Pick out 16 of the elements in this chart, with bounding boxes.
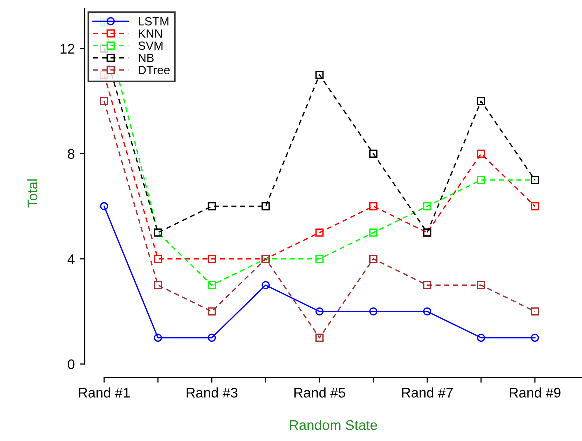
legend-label: NB: [139, 54, 154, 62]
legend-label: SVM: [138, 42, 163, 50]
y-tick-label: 4: [68, 254, 75, 264]
x-tick-label: Rand #3: [186, 388, 238, 398]
y-axis-title: Total: [27, 180, 38, 208]
legend-label: DTree: [139, 66, 170, 74]
legend-label: LSTM: [139, 17, 169, 26]
x-tick-label: Rand #9: [510, 388, 561, 398]
y-tick-label: 0: [68, 360, 75, 370]
x-tick-label: Rand #1: [79, 388, 130, 398]
y-tick-label: 12: [60, 44, 75, 54]
y-tick-label: 8: [68, 149, 75, 160]
x-axis-title: Random State: [290, 420, 378, 430]
x-tick-label: Rand #5: [294, 388, 346, 398]
legend-label: KNN: [139, 30, 162, 38]
x-tick-label: Rand #7: [402, 388, 454, 398]
